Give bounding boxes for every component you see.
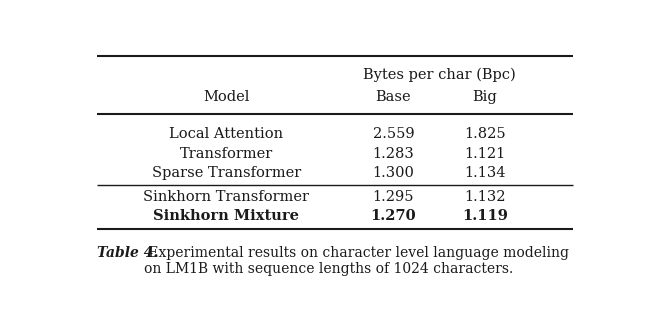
Text: Transformer: Transformer bbox=[180, 147, 273, 161]
Text: 1.119: 1.119 bbox=[462, 209, 508, 223]
Text: 2.559: 2.559 bbox=[373, 127, 414, 141]
Text: Sinkhorn Transformer: Sinkhorn Transformer bbox=[143, 190, 309, 204]
Text: Bytes per char (Bpc): Bytes per char (Bpc) bbox=[363, 67, 515, 82]
Text: 1.132: 1.132 bbox=[464, 190, 506, 204]
Text: Big: Big bbox=[472, 90, 497, 104]
Text: Table 4.: Table 4. bbox=[97, 246, 158, 260]
Text: 1.121: 1.121 bbox=[464, 147, 506, 161]
Text: Local Attention: Local Attention bbox=[169, 127, 283, 141]
Text: 1.283: 1.283 bbox=[373, 147, 415, 161]
Text: 1.295: 1.295 bbox=[373, 190, 414, 204]
Text: Base: Base bbox=[375, 90, 411, 104]
Text: Sparse Transformer: Sparse Transformer bbox=[152, 166, 301, 180]
Text: Model: Model bbox=[203, 90, 249, 104]
Text: Experimental results on character level language modeling
on LM1B with sequence : Experimental results on character level … bbox=[145, 246, 570, 276]
Text: 1.270: 1.270 bbox=[371, 209, 417, 223]
Text: Sinkhorn Mixture: Sinkhorn Mixture bbox=[153, 209, 299, 223]
Text: 1.825: 1.825 bbox=[464, 127, 506, 141]
Text: 1.300: 1.300 bbox=[373, 166, 415, 180]
Text: 1.134: 1.134 bbox=[464, 166, 506, 180]
